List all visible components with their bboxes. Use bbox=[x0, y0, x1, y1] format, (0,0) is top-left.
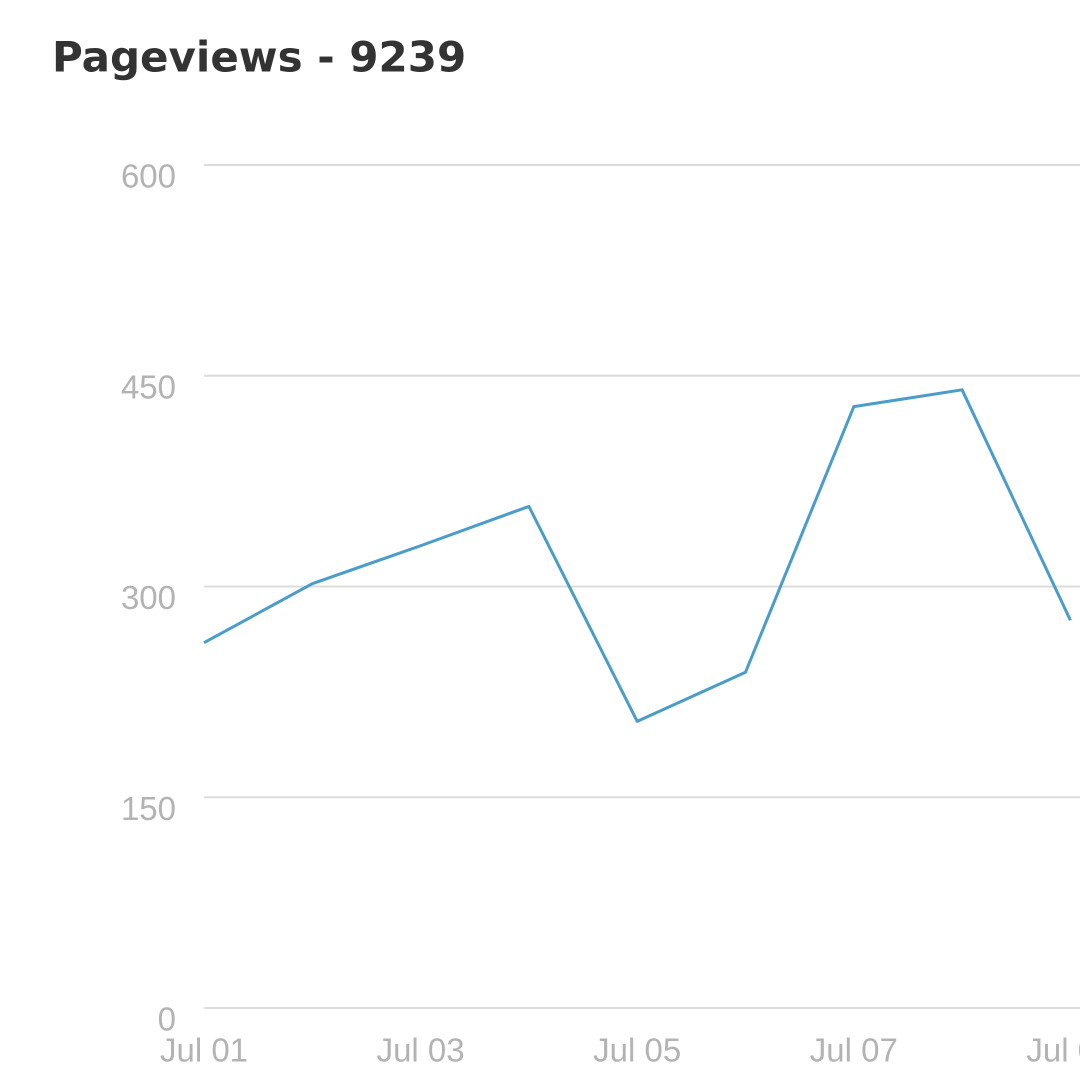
y-tick-label: 600 bbox=[121, 158, 176, 195]
x-tick-label: Jul 01 bbox=[160, 1032, 248, 1069]
x-tick-label: Jul 09 bbox=[1026, 1032, 1080, 1069]
y-tick-label: 0 bbox=[158, 1001, 176, 1038]
x-tick-label: Jul 07 bbox=[810, 1032, 898, 1069]
chart-title: Pageviews - 9239 bbox=[52, 33, 466, 82]
x-tick-label: Jul 03 bbox=[377, 1032, 465, 1069]
y-tick-label: 450 bbox=[121, 368, 176, 405]
data-line bbox=[203, 388, 1072, 723]
y-tick-label: 300 bbox=[121, 579, 176, 616]
x-tick-label: Jul 05 bbox=[593, 1032, 681, 1069]
y-tick-label: 150 bbox=[121, 790, 176, 827]
